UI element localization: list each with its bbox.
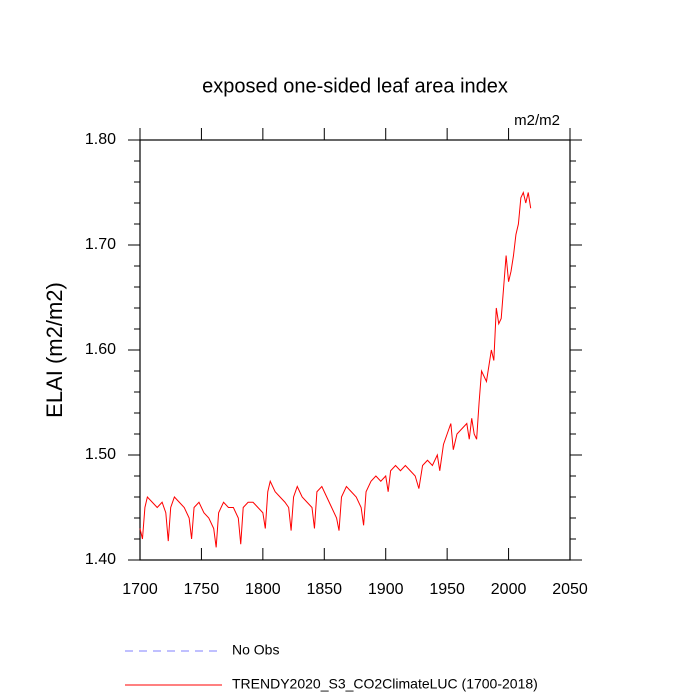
y-tick-label: 1.60 <box>85 341 116 358</box>
y-tick-label: 1.80 <box>85 131 116 148</box>
chart-title: exposed one-sided leaf area index <box>202 75 508 97</box>
y-tick-label: 1.70 <box>85 236 116 253</box>
x-tick-label: 1950 <box>429 581 465 598</box>
plot-frame <box>139 139 571 561</box>
x-tick-label: 1800 <box>245 581 281 598</box>
x-tick-label: 1750 <box>184 581 220 598</box>
x-tick-label: 2000 <box>491 581 527 598</box>
y-tick-label: 1.40 <box>85 551 116 568</box>
x-tick-label: 2050 <box>552 581 588 598</box>
x-tick-label: 1850 <box>306 581 342 598</box>
x-tick-label: 1700 <box>122 581 158 598</box>
x-tick-label: 1900 <box>368 581 404 598</box>
y-axis-label: ELAI (m2/m2) <box>42 282 67 418</box>
units-label: m2/m2 <box>514 112 560 129</box>
data-line <box>139 190 532 548</box>
y-tick-label: 1.50 <box>85 446 116 463</box>
legend-label: TRENDY2020_S3_CO2ClimateLUC (1700-2018) <box>232 676 538 692</box>
legend-label: No Obs <box>232 642 279 658</box>
